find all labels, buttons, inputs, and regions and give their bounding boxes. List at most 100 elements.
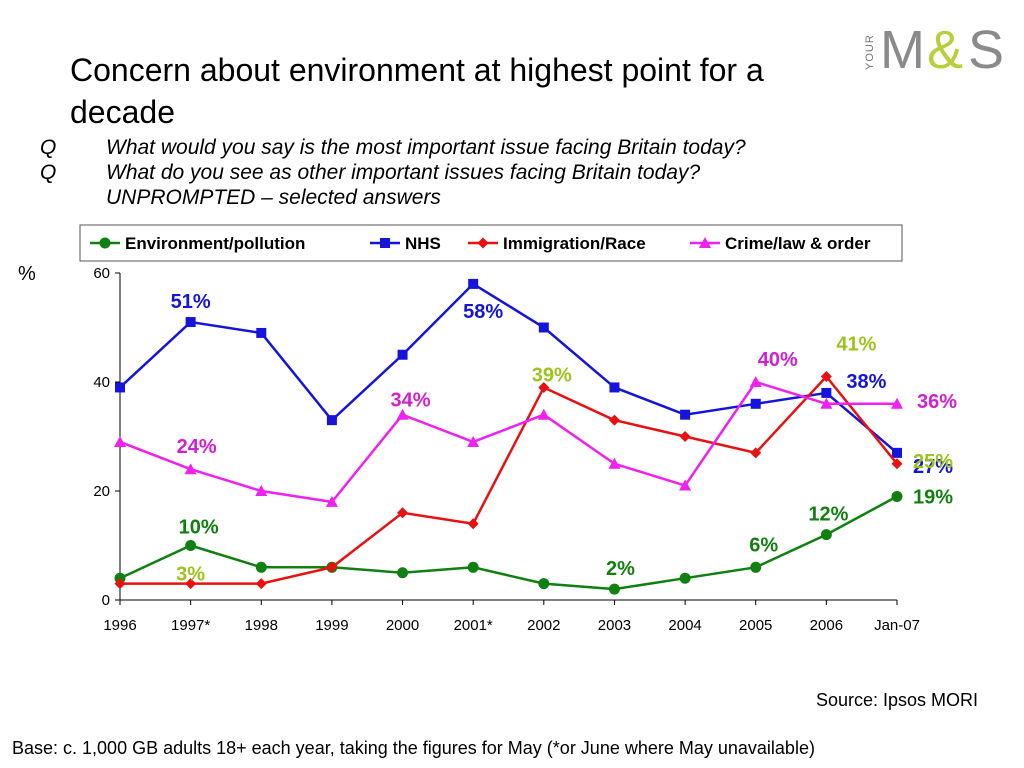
data-point [326,561,338,573]
data-label: 6% [749,534,778,556]
data-label: 12% [808,504,848,526]
x-tick-label: 1999 [315,617,348,634]
data-label: 19% [913,486,953,508]
data-point [256,327,267,338]
x-tick-label: 2005 [739,617,772,634]
y-axis-label: % [18,263,36,285]
data-point [749,376,762,387]
x-tick-label: 2002 [527,617,560,634]
data-point [538,578,550,590]
data-point [679,572,691,584]
data-label: 51% [171,291,211,313]
data-point [255,485,268,496]
data-point [468,278,479,289]
y-tick-label: 0 [102,592,110,609]
data-label: 10% [179,517,219,539]
question-line: Q What would you say is the most importa… [40,135,1000,160]
legend-label: Immigration/Race [503,234,646,253]
question-text: What do you see as other important issue… [106,161,701,184]
data-point [750,398,761,409]
data-point [892,447,902,458]
question-line: UNPROMPTED – selected answers [40,185,1000,210]
legend-label: Environment/pollution [125,234,305,253]
data-point [680,409,691,420]
legend-marker [699,237,711,248]
data-label: 2% [606,558,635,580]
data-label: 36% [917,391,957,413]
data-point [609,382,620,393]
data-point [184,463,197,475]
series-line [119,380,897,504]
data-label: 34% [391,390,431,412]
page-title: Concern about environment at highest poi… [70,52,764,131]
data-point [750,447,762,459]
question-marker: Q [40,161,57,184]
data-point [396,408,409,420]
data-point [114,578,126,590]
data-point [679,431,691,442]
data-point [397,567,409,579]
data-point [891,490,903,502]
data-point [255,561,267,573]
question-text: What would you say is the most important… [106,136,746,159]
x-tick-label: 2006 [810,617,843,634]
data-label: 40% [758,349,798,371]
legend-label: NHS [405,234,441,253]
data-point [679,479,692,491]
legend-label: Crime/law & order [725,234,871,253]
data-label: 27% [913,456,953,478]
data-point [538,381,550,393]
base-note: Base: c. 1,000 GB adults 18+ each year, … [12,738,815,758]
data-point [608,583,620,595]
data-label: 38% [846,371,886,393]
x-tick-label: 1998 [245,617,278,634]
data-point [397,507,409,519]
series-line [119,495,898,591]
data-point [537,408,550,420]
data-point [467,435,480,447]
x-tick-label: 2004 [668,617,701,634]
data-point [397,349,408,360]
data-point [326,415,337,426]
question-marker: Q [40,136,57,159]
source-note: Source: Ipsos MORI [815,690,978,710]
data-label: 25% [913,451,953,473]
logo-prefix: YOUR [864,34,876,70]
data-label: 39% [532,364,572,386]
data-point [750,561,762,573]
data-label: 3% [176,564,205,586]
question-text: UNPROMPTED – selected answers [106,186,441,209]
logo-m: M [880,20,925,74]
data-point [185,578,197,590]
data-point [820,529,832,541]
question-line: Q What do you see as other important iss… [40,160,1000,185]
data-point [467,561,479,573]
data-point [608,414,620,426]
legend-marker [477,237,489,249]
survey-questions: Q What would you say is the most importa… [40,135,1000,210]
data-point [114,435,126,447]
data-label: 58% [463,301,503,323]
y-tick-label: 40 [93,374,110,391]
data-point [608,457,621,469]
data-point [255,578,267,590]
data-point [820,371,832,383]
series-line [119,282,898,454]
x-tick-label: 1996 [103,617,136,634]
question-marker [40,185,106,210]
x-tick-label: Jan-07 [874,617,920,634]
x-tick-label: 2003 [598,617,631,634]
data-point [185,317,196,328]
data-point [821,387,832,398]
x-tick-label: 2000 [386,617,419,634]
data-point [467,518,479,530]
x-tick-label: 1997* [171,617,210,634]
data-point [820,397,833,409]
brand-logo: YOUR M & S [860,18,1010,80]
y-tick-label: 20 [93,483,110,500]
legend-marker [380,238,390,248]
line-chart: Environment/pollution NHS Immigration/Race… [18,224,957,634]
data-point [891,458,903,470]
data-label: 41% [836,334,876,356]
data-point [325,495,338,507]
